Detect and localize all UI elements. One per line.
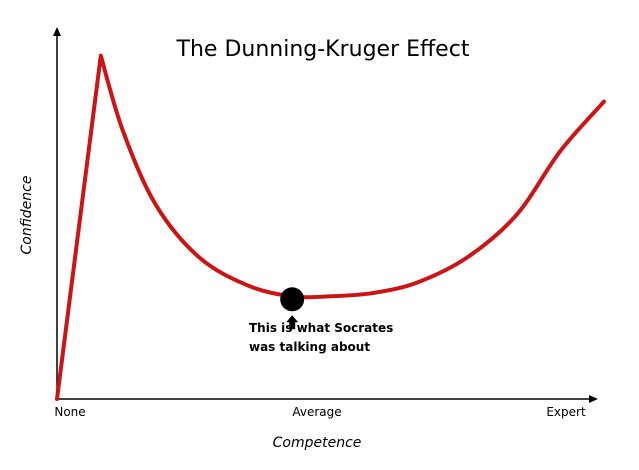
- x-tick-average: Average: [292, 405, 341, 419]
- annotation-line-2: was talking about: [249, 340, 370, 354]
- x-tick-expert: Expert: [546, 405, 586, 419]
- marker-layer: [280, 287, 305, 330]
- socrates-marker-dot: [280, 287, 305, 312]
- series-layer: [55, 53, 606, 401]
- up-arrow-icon: [286, 315, 299, 330]
- chart-title: The Dunning-Kruger Effect: [176, 37, 470, 62]
- y-axis-label: Confidence: [19, 176, 35, 255]
- x-axis-label: Competence: [273, 435, 362, 451]
- confidence-curve-line: [55, 53, 606, 401]
- annotation-line-1: This is what Socrates: [249, 321, 393, 335]
- x-tick-none: None: [54, 405, 85, 419]
